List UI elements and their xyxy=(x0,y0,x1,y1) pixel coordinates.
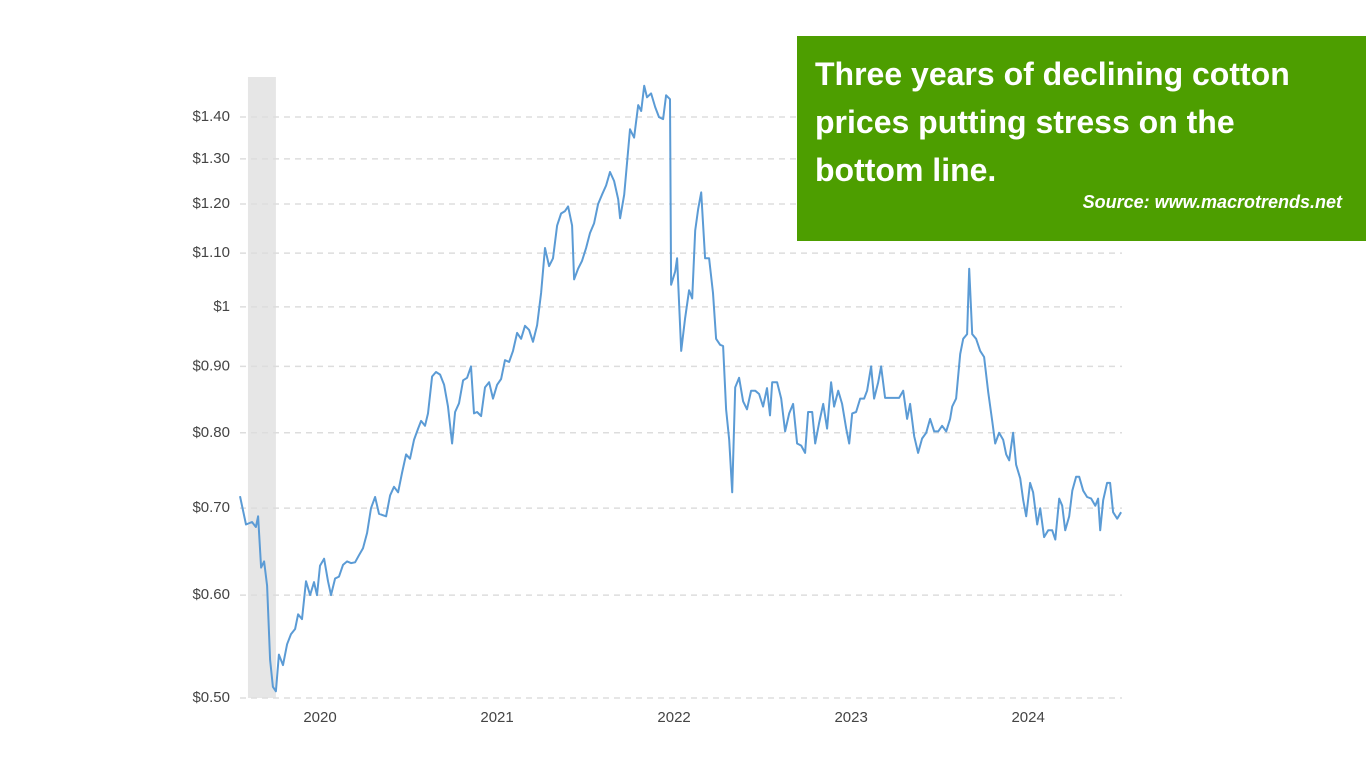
y-tick-label: $0.80 xyxy=(192,424,230,441)
y-tick-label: $1.30 xyxy=(192,150,230,167)
y-tick-label: $0.60 xyxy=(192,586,230,603)
shaded-period xyxy=(247,77,276,698)
y-tick-label: $0.50 xyxy=(192,689,230,706)
x-tick-label: 2022 xyxy=(657,709,690,726)
y-tick-label: $0.90 xyxy=(192,357,230,374)
x-tick-label: 2020 xyxy=(303,709,336,726)
annotation-box: Three years of declining cotton prices p… xyxy=(797,36,1366,241)
annotation-source: Source: www.macrotrends.net xyxy=(1082,192,1342,212)
y-tick-label: $0.70 xyxy=(192,499,230,516)
y-tick-label: $1 xyxy=(213,298,230,315)
x-tick-label: 2021 xyxy=(480,709,513,726)
x-tick-label: 2024 xyxy=(1011,709,1044,726)
x-tick-label: 2023 xyxy=(834,709,867,726)
price-line xyxy=(239,84,1122,693)
annotation-text: Three years of declining cotton prices p… xyxy=(815,56,1290,188)
y-tick-label: $1.40 xyxy=(192,108,230,125)
y-tick-label: $1.10 xyxy=(192,244,230,261)
y-tick-label: $1.20 xyxy=(192,195,230,212)
